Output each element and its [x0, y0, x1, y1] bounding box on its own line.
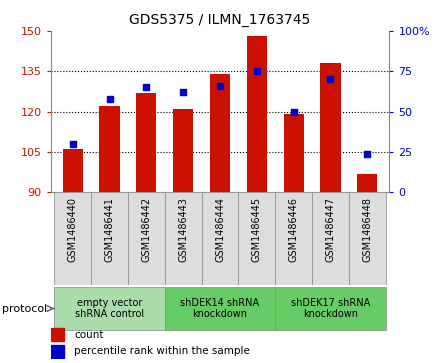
Text: percentile rank within the sample: percentile rank within the sample [74, 346, 250, 356]
Point [290, 109, 297, 114]
Bar [51, 328, 64, 341]
Bar [99, 106, 120, 192]
FancyBboxPatch shape [165, 287, 275, 330]
Text: shDEK14 shRNA
knockdown: shDEK14 shRNA knockdown [180, 298, 260, 319]
FancyBboxPatch shape [312, 192, 349, 285]
Text: GSM1486448: GSM1486448 [362, 197, 372, 262]
FancyBboxPatch shape [238, 192, 275, 285]
Text: GSM1486445: GSM1486445 [252, 197, 262, 262]
Bar [136, 93, 157, 192]
Bar [357, 174, 378, 192]
Point [216, 83, 224, 89]
Point [143, 85, 150, 90]
Point [327, 76, 334, 82]
Point [69, 141, 76, 147]
Bar [210, 74, 230, 192]
Point [253, 68, 260, 74]
Bar [51, 345, 64, 358]
Point [106, 96, 113, 102]
FancyBboxPatch shape [165, 192, 202, 285]
FancyBboxPatch shape [349, 192, 386, 285]
Text: GSM1486442: GSM1486442 [141, 197, 151, 262]
FancyBboxPatch shape [275, 287, 386, 330]
Text: GSM1486443: GSM1486443 [178, 197, 188, 262]
Point [364, 151, 371, 156]
Text: empty vector
shRNA control: empty vector shRNA control [75, 298, 144, 319]
Point [180, 89, 187, 95]
Bar [173, 109, 193, 192]
FancyBboxPatch shape [128, 192, 165, 285]
Text: protocol: protocol [2, 303, 48, 314]
Text: GSM1486441: GSM1486441 [105, 197, 114, 262]
Bar [62, 149, 83, 192]
Text: GSM1486444: GSM1486444 [215, 197, 225, 262]
Text: GSM1486446: GSM1486446 [289, 197, 299, 262]
FancyBboxPatch shape [91, 192, 128, 285]
FancyBboxPatch shape [54, 287, 165, 330]
Bar [320, 63, 341, 192]
Text: count: count [74, 330, 104, 340]
Text: GSM1486447: GSM1486447 [326, 197, 335, 262]
Bar [283, 114, 304, 192]
Text: shDEK17 shRNA
knockdown: shDEK17 shRNA knockdown [291, 298, 370, 319]
Text: GSM1486440: GSM1486440 [68, 197, 78, 262]
FancyBboxPatch shape [202, 192, 238, 285]
FancyBboxPatch shape [275, 192, 312, 285]
Title: GDS5375 / ILMN_1763745: GDS5375 / ILMN_1763745 [129, 13, 311, 27]
FancyBboxPatch shape [54, 192, 91, 285]
Bar [247, 36, 267, 192]
